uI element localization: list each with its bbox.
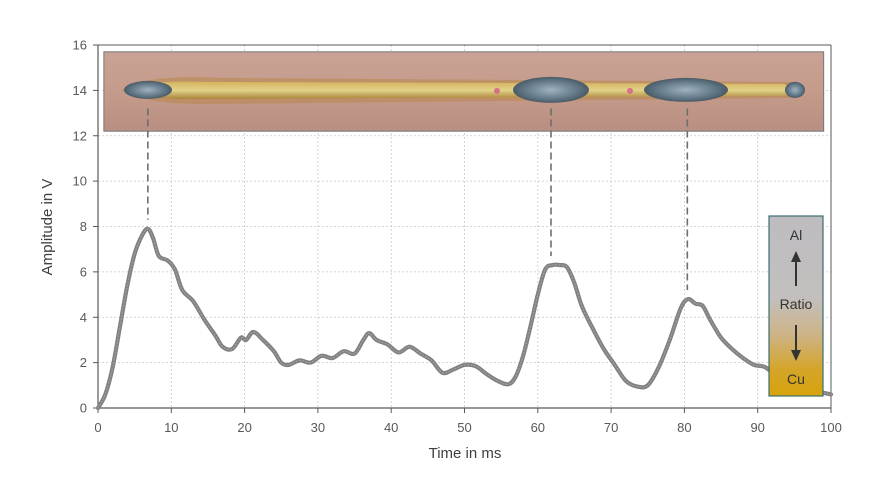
ratio-label: Ratio — [780, 296, 813, 312]
weld-nugget — [513, 76, 589, 103]
x-tick-label: 80 — [677, 420, 691, 435]
x-tick-label: 40 — [384, 420, 398, 435]
y-tick-label: 14 — [73, 83, 87, 98]
al-cu-ratio-legend-box: Al Ratio Cu — [768, 215, 824, 397]
amplitude-markers — [97, 228, 832, 409]
weld-spatter — [627, 87, 633, 94]
weld-nugget — [124, 80, 172, 99]
weld-photo-inset — [103, 51, 825, 132]
y-tick-label: 12 — [73, 128, 87, 143]
weld-bead — [123, 81, 792, 100]
x-tick-label: 30 — [311, 420, 325, 435]
x-tick-label: 0 — [94, 420, 101, 435]
y-tick-label: 16 — [73, 38, 87, 53]
y-tick-label: 6 — [80, 264, 87, 279]
y-tick-label: 10 — [73, 174, 87, 189]
ratio-label-al: Al — [790, 227, 802, 243]
y-tick-label: 0 — [80, 401, 87, 416]
x-tick-label: 60 — [531, 420, 545, 435]
x-tick-label: 10 — [164, 420, 178, 435]
x-tick-label: 90 — [750, 420, 764, 435]
axes — [93, 44, 832, 413]
y-tick-label: 4 — [80, 310, 87, 325]
y-axis-tick-labels: 0 2 4 6 8 10 12 14 16 — [73, 38, 87, 416]
amplitude-series — [95, 226, 834, 411]
weld-spatter — [494, 87, 500, 94]
arrow-down-icon — [791, 325, 801, 361]
x-tick-label: 70 — [604, 420, 618, 435]
dashed-annotation-lines — [147, 108, 689, 291]
x-tick-label: 50 — [457, 420, 471, 435]
x-tick-label: 100 — [820, 420, 842, 435]
weld-nugget — [785, 81, 805, 98]
y-axis-title: Amplitude in V — [39, 179, 56, 276]
y-tick-label: 2 — [80, 355, 87, 370]
weld-nugget — [644, 77, 728, 102]
x-tick-label: 20 — [237, 420, 251, 435]
x-axis-title: Time in ms — [429, 445, 502, 462]
ratio-gradient-bar — [768, 215, 824, 397]
x-axis-tick-labels: 0 10 20 30 40 50 60 70 80 90 100 — [94, 420, 841, 435]
arrow-up-icon — [791, 251, 801, 286]
ratio-label-cu: Cu — [787, 371, 805, 387]
y-tick-label: 8 — [80, 219, 87, 234]
